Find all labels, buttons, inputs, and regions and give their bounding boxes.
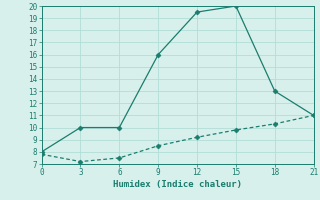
X-axis label: Humidex (Indice chaleur): Humidex (Indice chaleur) bbox=[113, 180, 242, 189]
